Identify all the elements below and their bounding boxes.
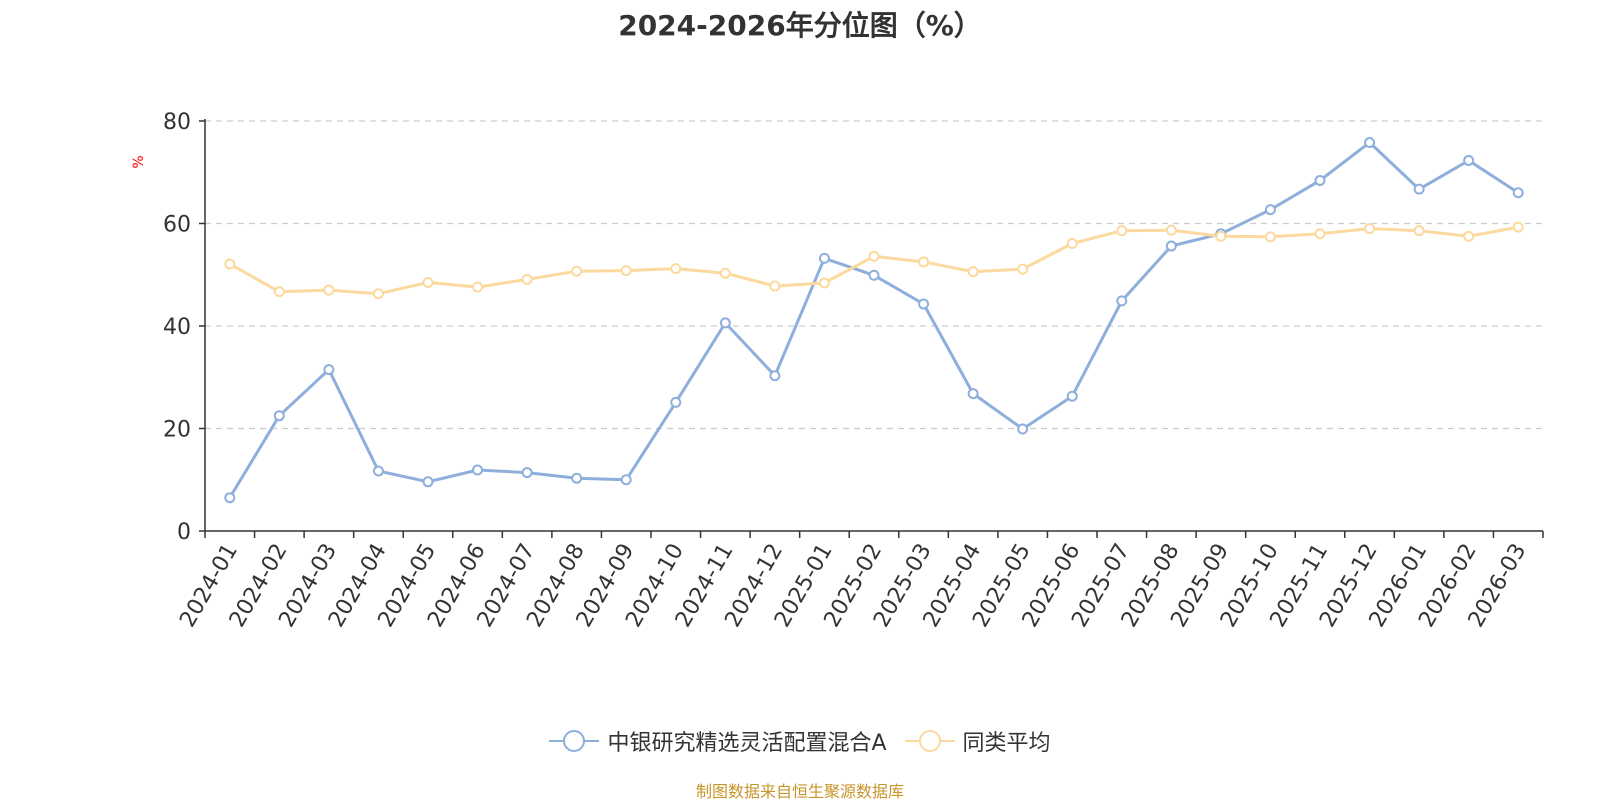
data-point-series-0[interactable] [1463,154,1475,166]
data-point-series-0[interactable] [521,467,533,479]
legend-label-fund: 中银研究精选灵活配置混合A [607,731,887,756]
chart-title: 2024-2026年分位图（%） [618,9,982,42]
data-point-series-1[interactable] [967,266,979,278]
data-point-series-0[interactable] [1364,137,1376,149]
data-point-series-0[interactable] [868,269,880,281]
data-point-series-1[interactable] [224,258,236,270]
data-point-series-1[interactable] [521,273,533,285]
data-point-series-1[interactable] [918,256,930,268]
data-point-series-0[interactable] [422,476,434,488]
data-point-series-1[interactable] [323,284,335,296]
data-point-series-0[interactable] [1116,295,1128,307]
data-point-series-0[interactable] [918,298,930,310]
data-point-series-1[interactable] [1264,231,1276,243]
data-point-series-0[interactable] [719,317,731,329]
y-tick-label: 0 [177,520,191,545]
data-point-series-0[interactable] [1017,423,1029,435]
data-point-series-1[interactable] [769,280,781,292]
data-point-series-1[interactable] [818,277,830,289]
data-point-series-1[interactable] [1364,223,1376,235]
data-point-series-1[interactable] [1314,228,1326,240]
data-point-series-1[interactable] [1215,230,1227,242]
data-point-series-1[interactable] [1463,230,1475,242]
data-point-series-0[interactable] [967,388,979,400]
data-point-series-0[interactable] [1413,183,1425,195]
legend-label-average: 同类平均 [962,731,1051,756]
source-note: 制图数据来自恒生聚源数据库 [695,782,904,801]
legend: 中银研究精选灵活配置混合A 同类平均 [0,725,1600,757]
y-tick-label: 40 [163,315,191,340]
data-point-series-0[interactable] [1264,204,1276,216]
data-point-series-1[interactable] [1165,224,1177,236]
legend-swatch-fund [549,730,600,752]
data-point-series-0[interactable] [372,465,384,477]
series-line-0 [228,141,1520,499]
series-layer [224,137,1524,504]
data-point-series-0[interactable] [670,396,682,408]
data-point-series-1[interactable] [1512,221,1524,233]
legend-swatch-average [904,730,955,752]
data-point-series-1[interactable] [670,263,682,275]
data-point-series-1[interactable] [620,265,632,277]
grid-layer [205,120,1543,430]
legend-item-fund[interactable]: 中银研究精选灵活配置混合A [549,725,887,757]
data-point-series-1[interactable] [1116,225,1128,237]
data-point-series-1[interactable] [273,286,285,298]
y-tick-label: 80 [163,110,191,135]
data-point-series-0[interactable] [571,472,583,484]
data-point-series-1[interactable] [1017,263,1029,275]
data-point-series-0[interactable] [1066,390,1078,402]
y-tick-label: 60 [163,213,191,238]
data-point-series-1[interactable] [422,276,434,288]
data-point-series-0[interactable] [769,370,781,382]
data-point-series-1[interactable] [372,288,384,300]
y-tick-label: 20 [163,418,191,443]
data-point-series-1[interactable] [472,281,484,293]
data-point-series-0[interactable] [818,252,830,264]
legend-item-average[interactable]: 同类平均 [904,725,1051,757]
data-point-series-0[interactable] [1512,187,1524,199]
data-point-series-0[interactable] [1165,240,1177,252]
data-point-series-1[interactable] [1413,225,1425,237]
data-point-series-0[interactable] [472,464,484,476]
data-point-series-1[interactable] [719,267,731,279]
data-point-series-0[interactable] [323,364,335,376]
data-point-series-0[interactable] [620,474,632,486]
data-point-series-1[interactable] [1066,237,1078,249]
axis-layer: 0204060802024-012024-022024-032024-04202… [163,110,1544,632]
y-axis-label: % [131,155,147,168]
data-point-series-0[interactable] [224,492,236,504]
data-point-series-1[interactable] [868,250,880,262]
data-point-series-0[interactable] [1314,174,1326,186]
data-point-series-1[interactable] [571,265,583,277]
data-point-series-0[interactable] [273,410,285,422]
